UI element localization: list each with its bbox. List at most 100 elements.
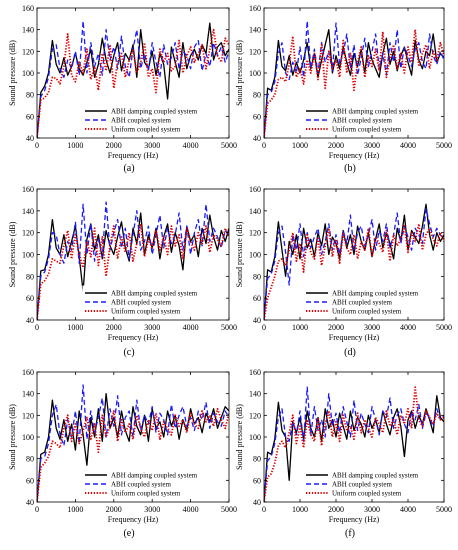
series-line-3 bbox=[37, 222, 229, 320]
chart-panel-c: 0 1000 2000 3000 4000 5000 40 60 80 100 120 140 160 F… bbox=[8, 185, 237, 358]
y-tick-label: 100 bbox=[22, 251, 34, 260]
y-tick-label: 40 bbox=[26, 498, 34, 507]
y-tick-label: 100 bbox=[249, 251, 261, 260]
x-tick-label: 2000 bbox=[328, 141, 344, 150]
y-tick-label: 160 bbox=[22, 368, 34, 377]
x-tick-label: 0 bbox=[35, 505, 39, 514]
x-axis-label: Frequency (Hz) bbox=[108, 515, 159, 524]
y-tick-label: 140 bbox=[249, 390, 261, 399]
legend-label: ABH damping coupled system bbox=[111, 108, 198, 116]
x-tick-label: 2000 bbox=[106, 323, 122, 332]
y-tick-label: 140 bbox=[22, 390, 34, 399]
y-tick-label: 140 bbox=[249, 207, 261, 216]
series-lines bbox=[264, 20, 444, 138]
legend-label: ABH coupled system bbox=[332, 299, 392, 307]
y-tick-label: 60 bbox=[26, 476, 34, 485]
series-lines bbox=[37, 20, 229, 138]
y-axis-label: Sound pressure (dB) bbox=[235, 404, 244, 470]
y-tick-label: 160 bbox=[22, 185, 34, 194]
y-tick-label: 160 bbox=[249, 185, 261, 194]
y-tick-label: 40 bbox=[253, 316, 261, 325]
y-tick-label: 60 bbox=[253, 112, 261, 121]
y-tick-label: 100 bbox=[249, 433, 261, 442]
panel-label: (e) bbox=[123, 528, 134, 539]
x-tick-label: 3000 bbox=[364, 141, 380, 150]
y-axis-label: Sound pressure (dB) bbox=[235, 221, 244, 287]
series-line-1 bbox=[37, 212, 229, 320]
x-tick-label: 5000 bbox=[436, 323, 452, 332]
x-tick-label: 3000 bbox=[144, 505, 160, 514]
y-tick-label: 120 bbox=[22, 229, 34, 238]
y-tick-label: 100 bbox=[22, 69, 34, 78]
panel-label: (f) bbox=[345, 528, 355, 539]
x-tick-label: 0 bbox=[262, 323, 266, 332]
x-tick-label: 5000 bbox=[221, 141, 237, 150]
legend-label: ABH damping coupled system bbox=[111, 472, 198, 480]
x-tick-label: 2000 bbox=[328, 505, 344, 514]
legend-label: Uniform coupled system bbox=[111, 308, 181, 316]
x-axis-label: Frequency (Hz) bbox=[108, 333, 159, 342]
series-line-3 bbox=[37, 407, 229, 502]
x-tick-label: 5000 bbox=[436, 141, 452, 150]
legend-box bbox=[303, 467, 437, 499]
y-tick-label: 40 bbox=[26, 134, 34, 143]
y-tick-label: 80 bbox=[253, 272, 261, 281]
x-tick-label: 4000 bbox=[400, 141, 416, 150]
y-axis-label: Sound pressure (dB) bbox=[8, 221, 17, 287]
legend-label: ABH coupled system bbox=[332, 481, 392, 489]
y-tick-label: 40 bbox=[253, 134, 261, 143]
y-tick-label: 80 bbox=[26, 272, 34, 281]
y-tick-label: 140 bbox=[22, 207, 34, 216]
x-tick-label: 4000 bbox=[400, 323, 416, 332]
x-tick-label: 0 bbox=[35, 141, 39, 150]
series-line-3 bbox=[264, 386, 444, 502]
y-tick-label: 100 bbox=[249, 69, 261, 78]
series-lines bbox=[264, 203, 444, 320]
y-tick-label: 120 bbox=[22, 411, 34, 420]
chart-panel-d: 0 1000 2000 3000 4000 5000 40 60 80 100 120 140 160 F… bbox=[235, 185, 452, 358]
x-tick-label: 1000 bbox=[67, 505, 83, 514]
panel-label: (d) bbox=[344, 347, 356, 358]
x-tick-label: 4000 bbox=[183, 323, 199, 332]
y-tick-label: 100 bbox=[22, 433, 34, 442]
x-tick-label: 1000 bbox=[67, 323, 83, 332]
legend-label: ABH coupled system bbox=[111, 117, 171, 125]
legend-box bbox=[303, 285, 437, 317]
legend-label: Uniform coupled system bbox=[111, 490, 181, 498]
x-tick-label: 1000 bbox=[292, 141, 308, 150]
y-tick-label: 40 bbox=[26, 316, 34, 325]
x-tick-label: 1000 bbox=[292, 505, 308, 514]
x-axis-label: Frequency (Hz) bbox=[329, 515, 380, 524]
series-lines bbox=[37, 201, 229, 320]
x-tick-label: 0 bbox=[35, 323, 39, 332]
chart-panel-e: 0 1000 2000 3000 4000 5000 40 60 80 100 120 140 160 F… bbox=[8, 368, 237, 539]
x-tick-label: 0 bbox=[262, 141, 266, 150]
legend-label: Uniform coupled system bbox=[332, 126, 402, 134]
series-line-1 bbox=[37, 22, 229, 138]
legend-label: Uniform coupled system bbox=[111, 126, 181, 134]
chart-panel-f: 0 1000 2000 3000 4000 5000 40 60 80 100 120 140 160 F… bbox=[235, 368, 452, 539]
legend-label: ABH damping coupled system bbox=[111, 290, 198, 298]
series-lines bbox=[264, 386, 444, 502]
series-line-1 bbox=[264, 29, 444, 138]
legend-label: ABH coupled system bbox=[111, 481, 171, 489]
legend-label: ABH damping coupled system bbox=[332, 108, 419, 116]
y-tick-label: 60 bbox=[26, 112, 34, 121]
chart-panel-b: 0 1000 2000 3000 4000 5000 40 60 80 100 120 140 160 F… bbox=[235, 4, 452, 174]
legend-box bbox=[82, 467, 216, 499]
series-line-2 bbox=[37, 20, 229, 138]
panel-label: (a) bbox=[123, 163, 134, 174]
y-tick-label: 160 bbox=[249, 368, 261, 377]
x-tick-label: 3000 bbox=[364, 505, 380, 514]
y-tick-label: 60 bbox=[253, 294, 261, 303]
legend-box bbox=[303, 103, 437, 135]
legend-label: Uniform coupled system bbox=[332, 308, 402, 316]
legend-label: ABH damping coupled system bbox=[332, 290, 419, 298]
panel-label: (c) bbox=[123, 347, 134, 358]
legend-box bbox=[82, 103, 216, 135]
y-tick-label: 80 bbox=[26, 455, 34, 464]
series-line-2 bbox=[37, 201, 229, 320]
y-tick-label: 60 bbox=[26, 294, 34, 303]
y-tick-label: 120 bbox=[22, 47, 34, 56]
y-tick-label: 120 bbox=[249, 229, 261, 238]
